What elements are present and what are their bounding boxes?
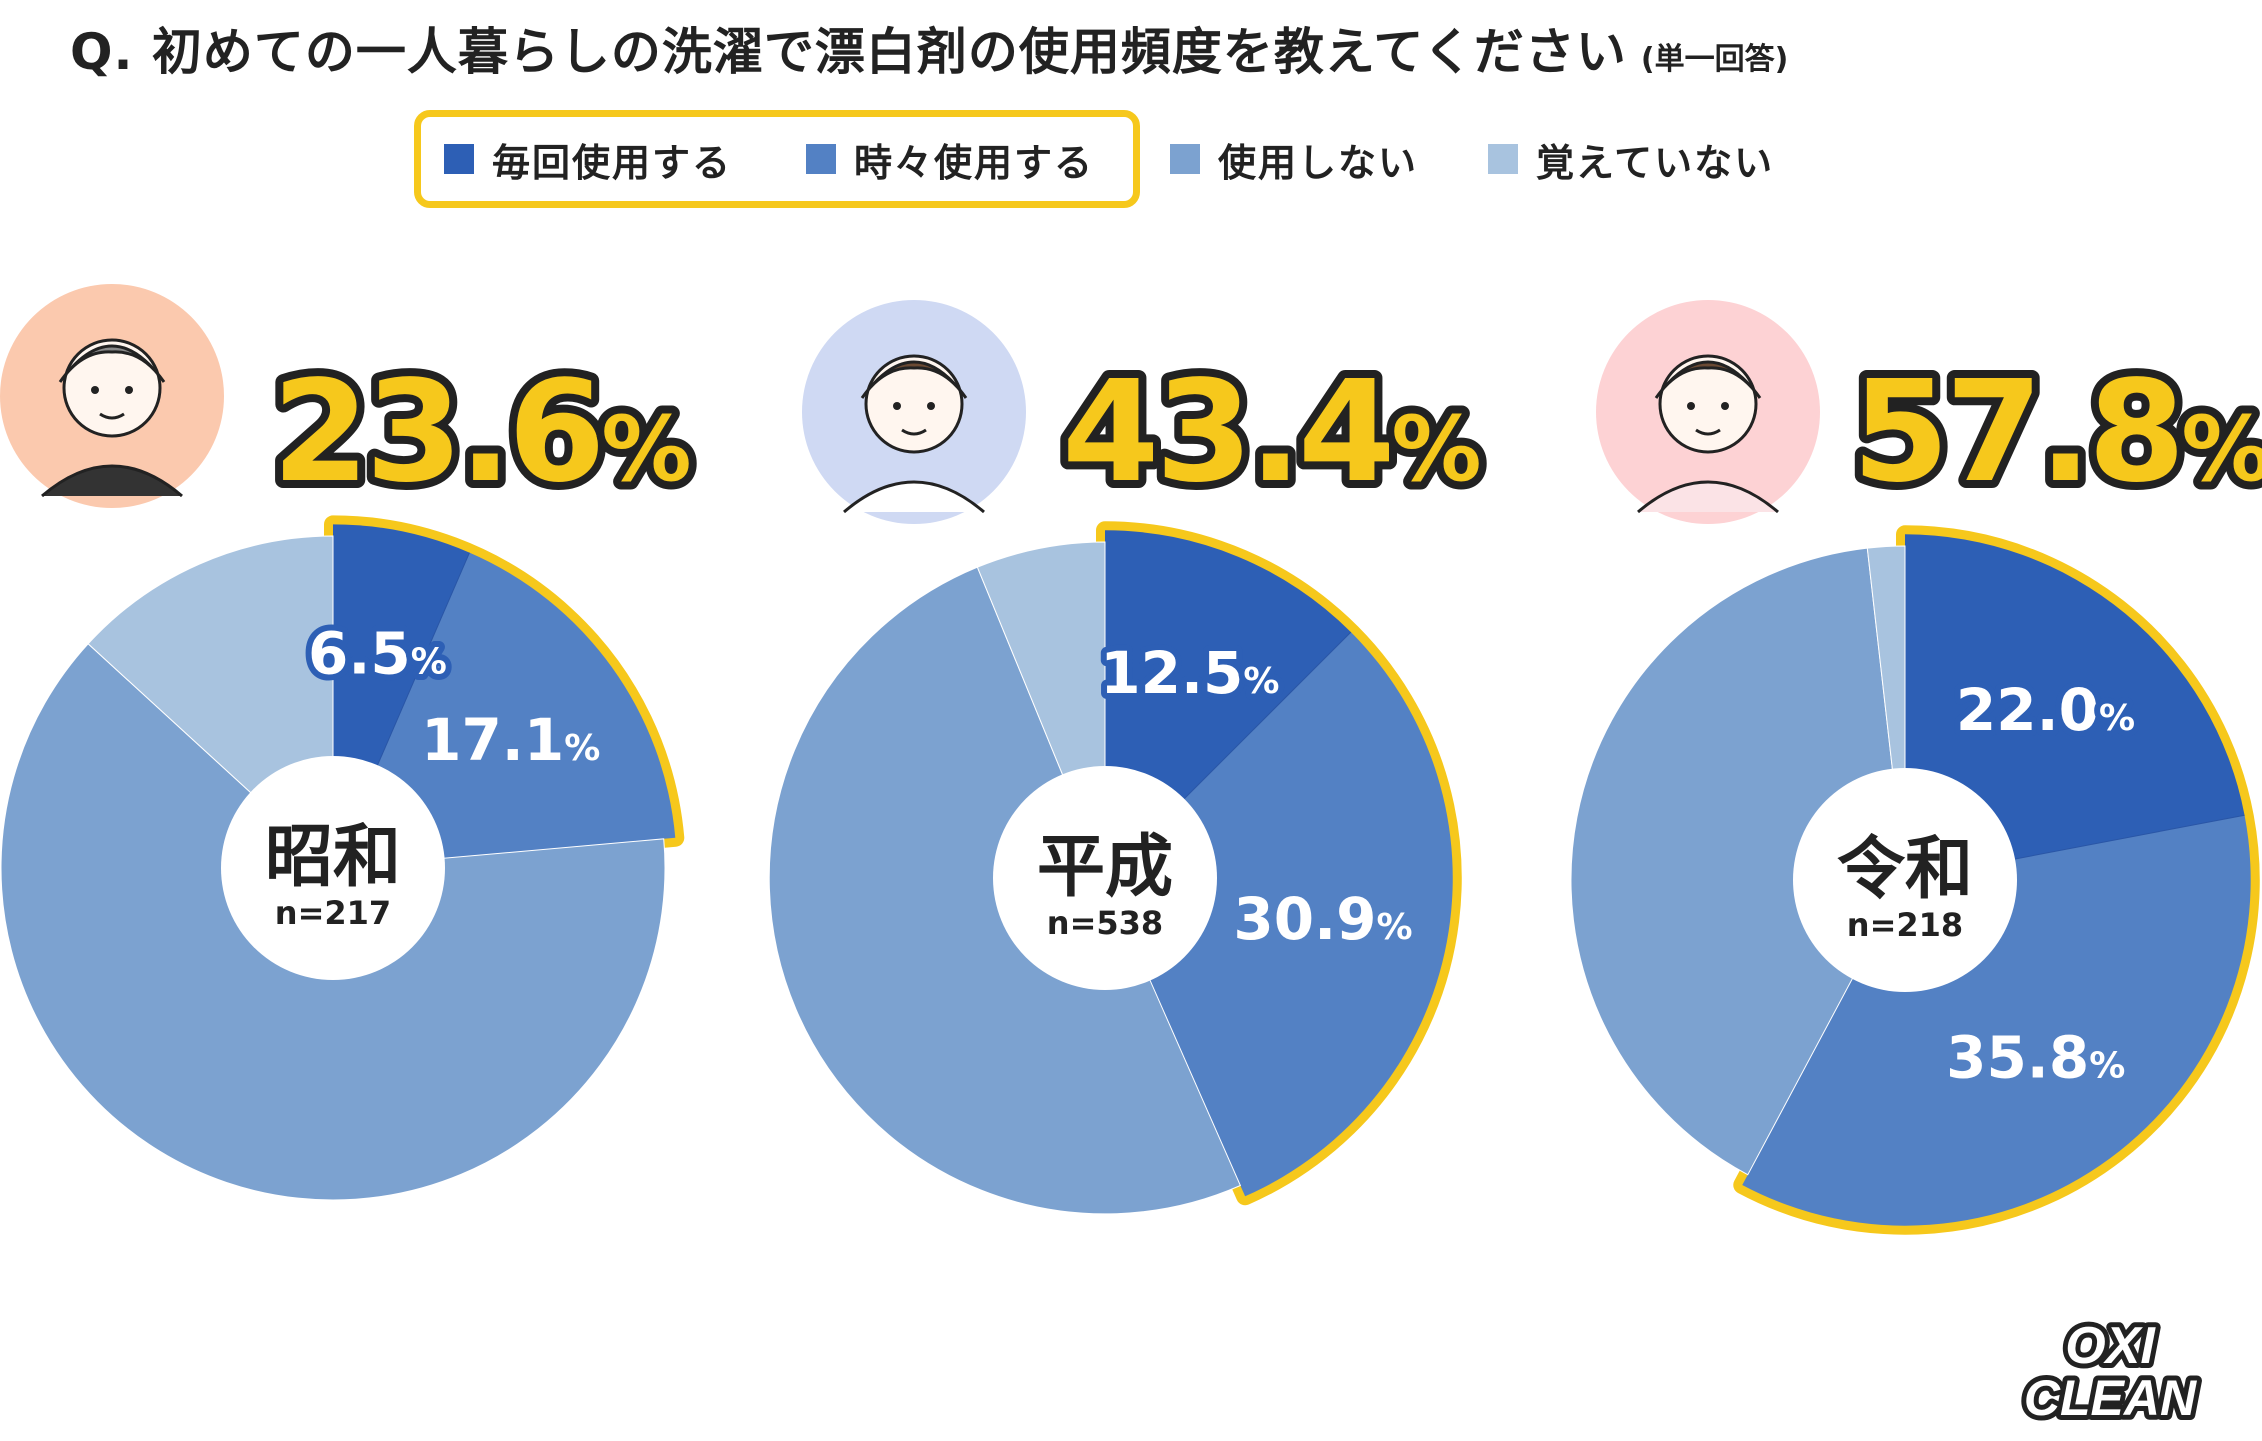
headline-percent-value: 23.6 <box>272 351 601 514</box>
legend-item-sometimes: 時々使用する <box>806 130 1094 188</box>
headline-percent-unit: % <box>601 397 689 502</box>
sample-size-label: n=217 <box>275 894 391 932</box>
legend-highlight-frame <box>414 110 1140 208</box>
headline-percent-value: 43.4 <box>1062 351 1391 514</box>
legend-label: 覚えていない <box>1536 140 1775 185</box>
avatar-mouth <box>901 428 927 436</box>
slice-label: 22.0% <box>1956 676 2135 744</box>
avatar-mouth <box>99 412 125 420</box>
slice-label-unit: % <box>2099 698 2135 739</box>
avatar-mouth <box>1695 428 1721 436</box>
avatar-shoulders <box>843 480 985 514</box>
slice-label-unit: % <box>1243 661 1279 702</box>
slice-label-value: 12.5 <box>1100 639 1243 707</box>
slice-label: 12.5% <box>1100 639 1279 707</box>
slice-label: 6.5% <box>308 619 447 687</box>
chart-title: Q. 初めての一人暮らしの洗濯で漂白剤の使用頻度を教えてください <box>70 23 1627 81</box>
headline-percent: 43.4% <box>1062 351 1479 514</box>
slice-label-value: 17.1 <box>421 706 564 774</box>
pie-slice-2 <box>333 552 676 868</box>
avatar-eye <box>1721 402 1729 410</box>
legend-item-every-time: 毎回使用する <box>444 130 732 188</box>
headline-percent-value: 57.8 <box>1852 351 2181 514</box>
pie-slice-3 <box>1570 547 1906 1176</box>
avatar-eye <box>893 402 901 410</box>
logo-line1: OXI <box>2065 1317 2156 1375</box>
slice-label-value: 30.9 <box>1233 885 1376 953</box>
avatar-eye <box>1687 402 1695 410</box>
legend-swatch <box>444 144 474 174</box>
avatar-face <box>864 354 964 454</box>
legend-label: 毎回使用する <box>492 140 733 185</box>
slice-label: 35.8% <box>1946 1024 2125 1092</box>
sample-size-label: n=538 <box>1047 904 1163 942</box>
era-label: 令和 <box>1837 830 1973 909</box>
pie-slice-2 <box>1742 815 2251 1226</box>
avatar-shoulders <box>1637 480 1779 514</box>
chart-title-block: Q. 初めての一人暮らしの洗濯で漂白剤の使用頻度を教えてください (単一回答) <box>70 12 1788 92</box>
short-hair-person-icon <box>802 300 1026 524</box>
pie-slice-1 <box>1905 534 2245 880</box>
legend-swatch <box>806 144 836 174</box>
slice-label: 30.9% <box>1233 885 1412 953</box>
center-circle <box>221 756 445 980</box>
slice-label-unit: % <box>411 641 447 682</box>
legend-swatch <box>1170 144 1200 174</box>
legend-label: 時々使用する <box>854 140 1095 185</box>
center-circle <box>1793 768 2017 992</box>
slice-label-value: 35.8 <box>1946 1024 2089 1092</box>
avatar-hair <box>1654 360 1762 399</box>
oxiclean-logo-icon: OXI CLEAN <box>2019 1315 2202 1425</box>
center-circle <box>993 766 1217 990</box>
avatar-eye <box>927 402 935 410</box>
avatar-eye <box>125 386 133 394</box>
legend-label: 使用しない <box>1218 140 1419 185</box>
legend-swatch <box>1488 144 1518 174</box>
avatar-eye <box>91 386 99 394</box>
headline-percent: 57.8% <box>1852 351 2262 514</box>
avatar-face <box>1658 354 1758 454</box>
pie-slice-2 <box>1105 632 1453 1197</box>
headline-percent-unit: % <box>1391 397 1479 502</box>
slice-label-value: 6.5 <box>308 619 411 687</box>
slice-label-unit: % <box>1377 907 1413 948</box>
avatar-hair <box>58 344 166 383</box>
headline-percent: 23.6% <box>272 351 689 514</box>
avatar-shoulders <box>41 464 183 498</box>
era-label: 平成 <box>1037 828 1173 907</box>
slice-label-unit: % <box>564 728 600 769</box>
headline-percent-unit: % <box>2181 397 2262 502</box>
logo-line2: CLEAN <box>2024 1370 2197 1425</box>
chart-title-note: (単一回答) <box>1640 42 1789 77</box>
legend-item-dont-remember: 覚えていない <box>1488 130 1774 188</box>
era-label: 昭和 <box>265 818 401 897</box>
older-man-icon <box>0 284 224 508</box>
slice-label-unit: % <box>2089 1046 2125 1087</box>
long-hair-woman-icon <box>1596 300 1820 524</box>
slice-label-value: 22.0 <box>1956 676 2099 744</box>
avatar-hair <box>860 360 968 399</box>
legend-item-not-used: 使用しない <box>1170 130 1418 188</box>
sample-size-label: n=218 <box>1847 906 1963 944</box>
slice-label: 17.1% <box>421 706 600 774</box>
avatar-face <box>62 338 162 438</box>
